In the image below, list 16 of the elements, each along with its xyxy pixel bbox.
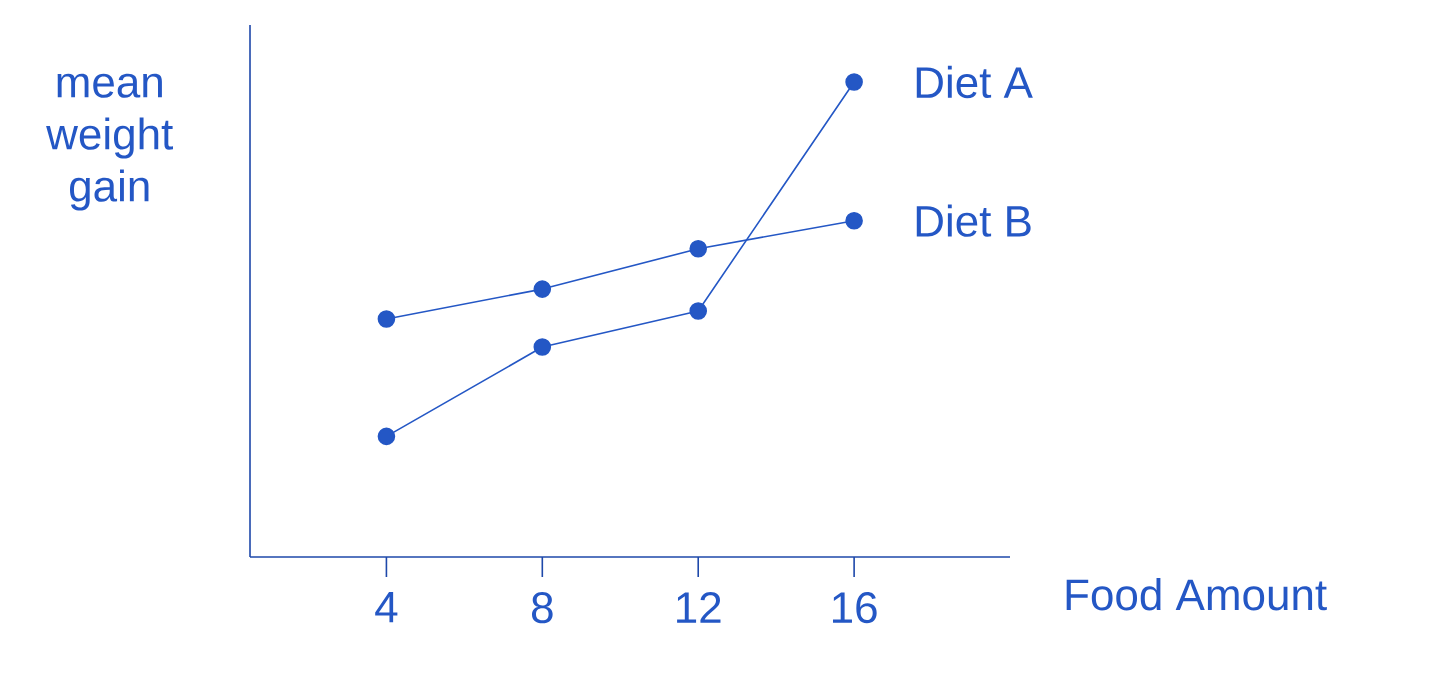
x-tick-label: 8 bbox=[532, 592, 553, 624]
point bbox=[845, 73, 863, 91]
point bbox=[377, 310, 396, 328]
x-tick-label: 12 bbox=[677, 592, 721, 623]
y-axis-title: mean weight gain bbox=[46, 73, 173, 211]
series-label: Diet B bbox=[916, 204, 1031, 237]
point bbox=[533, 280, 552, 298]
series-label: Diet A bbox=[916, 65, 1033, 99]
x-tick-label: 4 bbox=[375, 592, 398, 623]
x-axis-title: Food Amount bbox=[1066, 578, 1327, 611]
point bbox=[377, 427, 396, 446]
x-tick-label: 16 bbox=[833, 592, 877, 624]
point bbox=[689, 302, 708, 320]
point bbox=[845, 211, 863, 230]
point bbox=[533, 338, 552, 356]
point bbox=[689, 239, 708, 258]
